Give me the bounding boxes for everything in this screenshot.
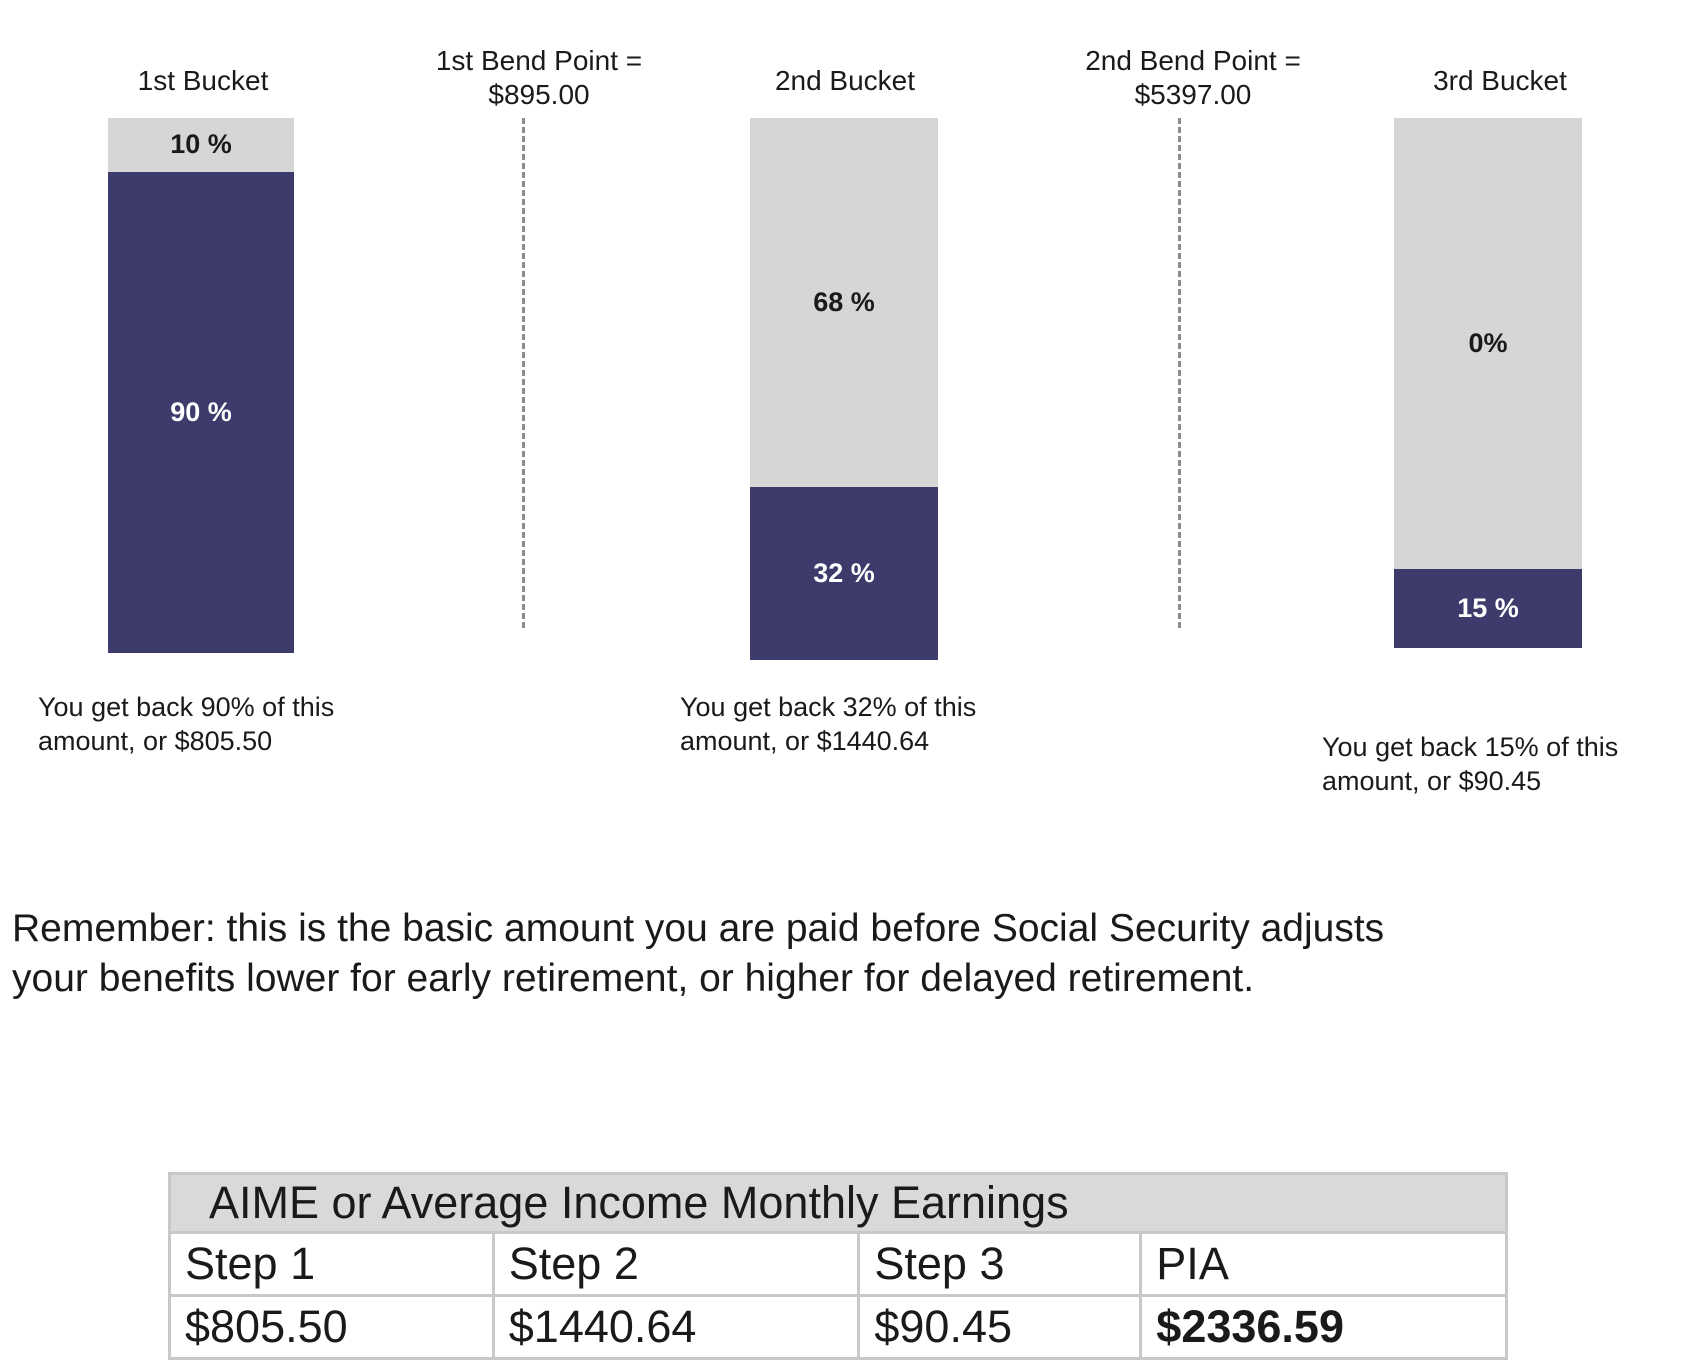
- bucket-2-back-segment: 32 %: [750, 486, 938, 660]
- table-row: $805.50 $1440.64 $90.45 $2336.59: [168, 1294, 1508, 1360]
- remember-line2: your benefits lower for early retirement…: [12, 957, 1255, 1000]
- table-title: AIME or Average Income Monthly Earnings: [168, 1172, 1508, 1234]
- table-header-step-1: Step 1: [168, 1231, 495, 1297]
- bend-point-2-line1: 2nd Bend Point =: [1085, 45, 1301, 76]
- bucket-3-caption-line2: amount, or $90.45: [1322, 766, 1542, 796]
- bucket-2-kept-segment: 68 %: [750, 118, 938, 487]
- bucket-3-kept-segment: 0%: [1394, 118, 1582, 569]
- bucket-2-caption-line2: amount, or $1440.64: [680, 726, 930, 756]
- bucket-1-title: 1st Bucket: [137, 65, 269, 96]
- table-header-pia: PIA: [1139, 1231, 1508, 1297]
- bucket-3-back-segment: 15 %: [1394, 568, 1582, 648]
- bucket-2-caption: You get back 32% of this amount, or $144…: [680, 690, 1040, 758]
- table-value-step-1: $805.50: [168, 1294, 495, 1360]
- bucket-2-bar: 68 % 32 %: [750, 118, 938, 660]
- remember-line1: Remember: this is the basic amount you a…: [12, 907, 1385, 950]
- bend-point-1-label: 1st Bend Point = $895.00: [389, 44, 689, 112]
- bucket-2-caption-line1: You get back 32% of this: [680, 692, 977, 722]
- remember-note: Remember: this is the basic amount you a…: [12, 904, 1612, 1004]
- bucket-1-bar: 10 % 90 %: [108, 118, 294, 653]
- bucket-3-caption: You get back 15% of this amount, or $90.…: [1322, 730, 1682, 798]
- bend-point-2-line2: $5397.00: [1134, 79, 1252, 110]
- bucket-1-caption: You get back 90% of this amount, or $805…: [38, 690, 398, 758]
- bucket-3-bar: 0% 15 %: [1394, 118, 1582, 648]
- bucket-1-caption-line1: You get back 90% of this: [38, 692, 335, 722]
- table-title-row: AIME or Average Income Monthly Earnings: [168, 1172, 1508, 1234]
- table-header-step-2: Step 2: [491, 1231, 861, 1297]
- table-value-pia: $2336.59: [1139, 1294, 1508, 1360]
- bucket-3-caption-line1: You get back 15% of this: [1322, 732, 1619, 762]
- bucket-3-title: 3rd Bucket: [1433, 65, 1567, 96]
- aime-table: AIME or Average Income Monthly Earnings …: [168, 1172, 1508, 1360]
- bend-point-1-line: [522, 118, 525, 628]
- bucket-2-title: 2nd Bucket: [774, 65, 916, 96]
- table-value-step-2: $1440.64: [491, 1294, 861, 1360]
- bend-point-2-label: 2nd Bend Point = $5397.00: [1043, 44, 1343, 112]
- bend-point-2-line: [1178, 118, 1181, 628]
- table-header-step-3: Step 3: [857, 1231, 1143, 1297]
- bucket-1-kept-segment: 10 %: [108, 118, 294, 172]
- bucket-1-caption-line2: amount, or $805.50: [38, 726, 273, 756]
- table-header-row: Step 1 Step 2 Step 3 PIA: [168, 1231, 1508, 1297]
- table-value-step-3: $90.45: [857, 1294, 1143, 1360]
- bend-point-1-line1: 1st Bend Point =: [435, 45, 643, 76]
- bucket-1-back-segment: 90 %: [108, 171, 294, 653]
- bend-point-1-line2: $895.00: [488, 79, 590, 110]
